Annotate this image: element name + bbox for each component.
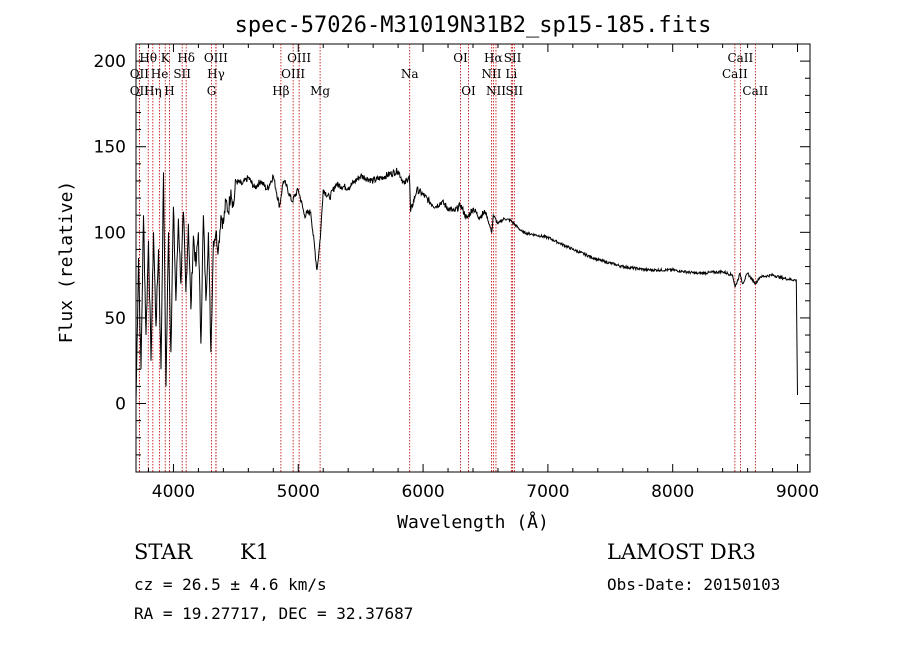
line-label-24: SII bbox=[505, 84, 523, 98]
y-tick-label-150: 150 bbox=[94, 138, 126, 158]
line-label-15: Mg bbox=[310, 84, 330, 98]
line-label-25: CaII bbox=[727, 51, 753, 65]
line-label-6: H bbox=[164, 84, 174, 98]
x-tick-label-7000: 7000 bbox=[526, 482, 569, 502]
line-label-0: Hθ bbox=[139, 51, 157, 65]
plot-frame bbox=[135, 43, 811, 473]
line-label-26: CaII bbox=[722, 67, 748, 81]
line-label-1: OII bbox=[130, 67, 150, 81]
class-label: STAR bbox=[134, 540, 193, 564]
x-axis-label: Wavelength (Å) bbox=[397, 511, 549, 533]
coordinates-text: RA = 19.27717, DEC = 32.37687 bbox=[134, 604, 414, 623]
line-labels: HθOIIOIIHηHeKHSIIHδGOIIIHγHβOIIIOIIIMgNa… bbox=[130, 51, 769, 98]
line-label-23: Li bbox=[505, 67, 517, 81]
line-label-4: He bbox=[151, 67, 169, 81]
y-tick-label-0: 0 bbox=[115, 395, 126, 415]
line-label-10: OIII bbox=[204, 51, 228, 65]
subclass-label: K1 bbox=[240, 540, 270, 564]
line-label-5: K bbox=[161, 51, 171, 65]
spectrum-chart: HθOIIOIIHηHeKHSIIHδGOIIIHγHβOIIIOIIIMgNa… bbox=[56, 13, 819, 533]
line-label-22: SII bbox=[504, 51, 522, 65]
y-tick-label-200: 200 bbox=[94, 52, 126, 72]
y-tick-label-50: 50 bbox=[104, 309, 126, 329]
line-label-27: CaII bbox=[742, 84, 768, 98]
flux-series-line bbox=[135, 167, 798, 404]
line-label-8: Hδ bbox=[177, 51, 195, 65]
line-label-20: NII bbox=[481, 67, 501, 81]
x-tick-label-8000: 8000 bbox=[651, 482, 694, 502]
x-tick-label-9000: 9000 bbox=[776, 482, 819, 502]
line-label-12: Hβ bbox=[272, 84, 289, 98]
line-label-21: NII bbox=[486, 84, 506, 98]
line-label-2: OII bbox=[130, 84, 150, 98]
line-label-16: Na bbox=[401, 67, 419, 81]
y-tick-label-100: 100 bbox=[94, 223, 126, 243]
y-axis-label: Flux (relative) bbox=[56, 181, 77, 344]
survey-label: LAMOST DR3 bbox=[607, 540, 756, 564]
obs-date-text: Obs-Date: 20150103 bbox=[607, 575, 781, 594]
y-axis: 0 50 100 150 200 bbox=[94, 52, 810, 456]
line-label-18: OI bbox=[461, 84, 476, 98]
x-tick-label-4000: 4000 bbox=[152, 482, 195, 502]
line-markers bbox=[138, 44, 756, 472]
line-label-13: OIII bbox=[287, 51, 311, 65]
line-label-9: G bbox=[207, 84, 217, 98]
x-axis: 4000 5000 6000 7000 8000 9000 bbox=[147, 44, 819, 502]
line-label-19: Hα bbox=[484, 51, 503, 65]
line-label-17: OI bbox=[453, 51, 468, 65]
x-tick-label-6000: 6000 bbox=[401, 482, 444, 502]
chart-title: spec-57026-M31019N31B2_sp15-185.fits bbox=[235, 13, 712, 38]
line-label-11: Hγ bbox=[207, 67, 225, 81]
line-label-3: Hη bbox=[144, 84, 162, 98]
redshift-text: cz = 26.5 ± 4.6 km/s bbox=[134, 575, 327, 594]
line-label-14: OIII bbox=[281, 67, 305, 81]
line-label-7: SII bbox=[173, 67, 191, 81]
x-tick-label-5000: 5000 bbox=[277, 482, 320, 502]
